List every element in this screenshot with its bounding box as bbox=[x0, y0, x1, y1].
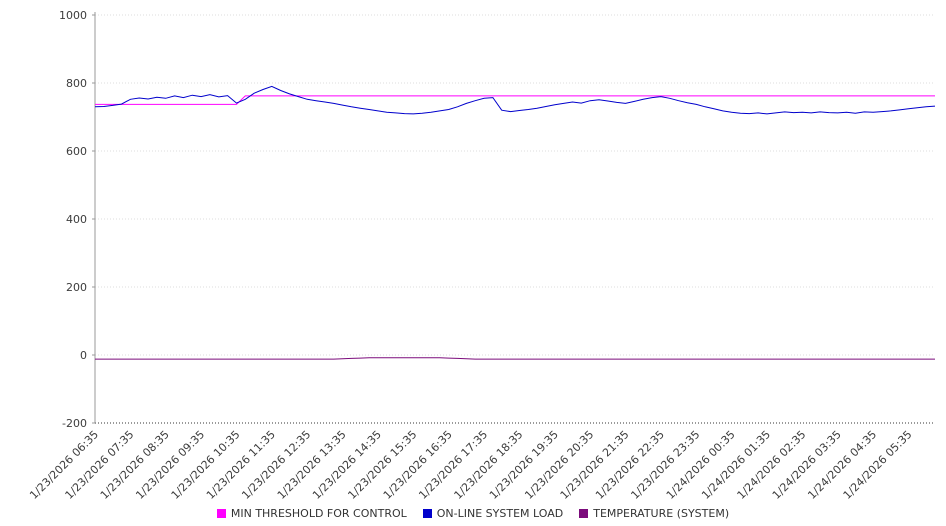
series-min-threshold-for-control bbox=[95, 95, 935, 105]
series-on-line-system-load bbox=[94, 85, 936, 115]
legend-swatch-temperature-system bbox=[579, 509, 589, 518]
series-temperature-system bbox=[95, 357, 935, 360]
x-tick-label: 1/24/2026 05:35 bbox=[841, 428, 915, 502]
y-tick-label: 400 bbox=[66, 213, 87, 226]
legend-item-online-system-load: ON-LINE SYSTEM LOAD bbox=[422, 507, 564, 520]
y-tick-label: 800 bbox=[66, 77, 87, 90]
legend-item-temperature-system: TEMPERATURE (SYSTEM) bbox=[579, 507, 729, 520]
legend-swatch-online-system-load bbox=[422, 509, 432, 518]
chart-legend: MIN THRESHOLD FOR CONTROL ON-LINE SYSTEM… bbox=[0, 507, 946, 520]
y-tick-label: 1000 bbox=[59, 9, 87, 22]
legend-label-temperature-system: TEMPERATURE (SYSTEM) bbox=[593, 507, 730, 520]
legend-swatch-min-threshold bbox=[216, 509, 226, 518]
legend-label-min-threshold: MIN THRESHOLD FOR CONTROL bbox=[230, 507, 407, 520]
y-tick-label: 200 bbox=[66, 281, 87, 294]
legend-label-online-system-load: ON-LINE SYSTEM LOAD bbox=[436, 507, 564, 520]
y-tick-label: 600 bbox=[66, 145, 87, 158]
legend-item-min-threshold: MIN THRESHOLD FOR CONTROL bbox=[216, 507, 407, 520]
y-tick-label: 0 bbox=[80, 349, 87, 362]
y-tick-label: -200 bbox=[62, 417, 87, 430]
